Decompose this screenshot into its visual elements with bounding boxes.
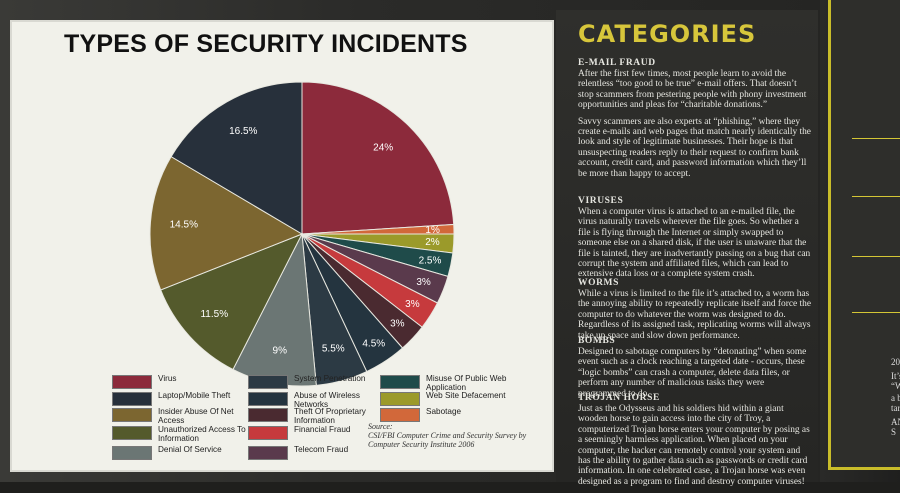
legend-swatch	[248, 375, 288, 389]
pie-slice-label: 14.5%	[170, 220, 198, 231]
adjacent-board-line	[852, 138, 900, 139]
chart-panel: TYPES OF SECURITY INCIDENTS 24% 1% 2% 2.5% 3…	[12, 22, 552, 470]
next-board-fragment: It’s	[891, 371, 900, 381]
pie-slice-label: 1%	[425, 225, 440, 236]
legend-item: Virus	[112, 374, 252, 389]
legend-swatch	[112, 408, 152, 422]
legend-label: Insider Abuse Of Net Access	[158, 407, 234, 425]
chart-title: TYPES OF SECURITY INCIDENTS	[64, 30, 468, 58]
legend-label: Unauthorized Access To Information	[158, 425, 246, 443]
exhibit-board: TYPES OF SECURITY INCIDENTS 24% 1% 2% 2.5% 3…	[12, 0, 900, 487]
legend-swatch	[112, 426, 152, 440]
pie-slice-label: 16.5%	[229, 126, 257, 137]
legend-item: Telecom Fraud	[248, 445, 388, 460]
pie-slice-label: 3%	[390, 318, 405, 329]
pie-slice-laptop-mobile-theft	[170, 81, 303, 235]
legend-item: Insider Abuse Of Net Access	[112, 407, 252, 425]
section-viruses: VIRUSES When a computer virus is attache…	[578, 196, 813, 286]
source-note: Source: CSI/FBI Computer Crime and Secur…	[368, 422, 538, 449]
legend-item: System Penetration	[248, 374, 388, 389]
next-board-fragment: 20	[891, 357, 900, 367]
section-paragraph: Savvy scammers are also experts at “phis…	[578, 116, 811, 179]
pie-slice-label: 3%	[416, 277, 431, 288]
legend-label: Web Site Defacement	[426, 391, 506, 400]
legend-swatch	[248, 446, 288, 460]
adjacent-board-line	[852, 196, 900, 197]
legend-swatch	[380, 408, 420, 422]
legend-item: Abuse of Wireless Networks	[248, 391, 388, 409]
legend-label: Abuse of Wireless Networks	[294, 391, 360, 409]
pie-slice-label: 4.5%	[362, 338, 385, 349]
section-paragraph: After the first few times, most people l…	[578, 69, 807, 111]
legend-swatch	[248, 408, 288, 422]
legend-label: Financial Fraud	[294, 425, 351, 434]
legend-label: Misuse Of Public Web Application	[426, 374, 507, 392]
section-trojan-horse: TROJAN HORSE Just as the Odysseus and hi…	[578, 393, 813, 493]
legend-label: Sabotage	[426, 407, 462, 416]
legend-item: Laptop/Mobile Theft	[112, 391, 252, 406]
adjacent-board-line	[852, 312, 900, 313]
chart-legend: Virus Laptop/Mobile Theft Insider Abuse Of…	[112, 374, 532, 466]
legend-label: Theft Of Proprietary Information	[294, 407, 366, 425]
section-heading: E-MAIL FRAUD	[578, 58, 656, 68]
section-paragraph: Designed to sabotage computers by “deton…	[578, 347, 807, 399]
pie-chart: 24%1%2%2.5%3%3%3%4.5%5.5%9%11.5%14.5%16.…	[149, 81, 455, 387]
section-heading: TROJAN HORSE	[578, 393, 660, 403]
legend-label: Telecom Fraud	[294, 445, 349, 454]
legend-item: Sabotage	[380, 407, 520, 422]
pie-slice-virus	[301, 81, 455, 235]
legend-label: System Penetration	[294, 374, 366, 383]
pie-slice-label: 2.5%	[419, 256, 442, 267]
legend-item: Web Site Defacement	[380, 391, 520, 406]
section-email-fraud: E-MAIL FRAUD After the first few times, …	[578, 58, 813, 185]
legend-label: Virus	[158, 374, 177, 383]
section-paragraph: Just as the Odysseus and his soldiers hi…	[578, 404, 810, 487]
section-paragraph: When a computer virus is attached to an …	[578, 207, 811, 280]
next-board-fragment: AND S	[891, 417, 900, 437]
pie-slice-unauthorized-access-to-information	[160, 233, 304, 371]
legend-swatch	[112, 446, 152, 460]
next-board-fragment: “W	[891, 381, 900, 391]
legend-swatch	[248, 392, 288, 406]
pie-slice-insider-abuse-of-net-access	[149, 155, 304, 291]
next-board-fragment: a b	[891, 393, 900, 403]
section-worms: WORMS While a virus is limited to the fi…	[578, 278, 813, 347]
legend-swatch	[112, 375, 152, 389]
legend-swatch	[380, 375, 420, 389]
pie-slice-label: 11.5%	[200, 309, 228, 320]
pie-slice-label: 3%	[405, 299, 420, 310]
pie-slice-label: 24%	[373, 143, 393, 154]
legend-label: Laptop/Mobile Theft	[158, 391, 231, 400]
categories-panel: CATEGORIES E-MAIL FRAUD After the first …	[556, 10, 818, 487]
legend-item: Misuse Of Public Web Application	[380, 374, 520, 392]
legend-swatch	[112, 392, 152, 406]
section-heading: BOMBS	[578, 336, 616, 346]
source-text: CSI/FBI Computer Crime and Security Surv…	[368, 431, 527, 449]
adjacent-board-line	[852, 256, 900, 257]
categories-title: CATEGORIES	[578, 20, 757, 48]
section-heading: WORMS	[578, 278, 619, 288]
pie-slice-label: 5.5%	[322, 343, 345, 354]
section-bombs: BOMBS Designed to sabotage computers by …	[578, 336, 813, 405]
legend-swatch	[248, 426, 288, 440]
next-board-fragment: targe	[891, 403, 900, 413]
legend-item: Unauthorized Access To Information	[112, 425, 252, 443]
adjacent-board: 20 It’s “W a b targe AND S	[828, 0, 900, 470]
section-paragraph: While a virus is limited to the file it’…	[578, 289, 811, 341]
section-heading: VIRUSES	[578, 196, 624, 206]
source-label: Source:	[368, 422, 393, 431]
legend-swatch	[380, 392, 420, 406]
legend-item: Financial Fraud	[248, 425, 388, 440]
legend-label: Denial Of Service	[158, 445, 222, 454]
legend-item: Denial Of Service	[112, 445, 252, 460]
legend-item: Theft Of Proprietary Information	[248, 407, 388, 425]
pie-slice-label: 9%	[273, 345, 288, 356]
pie-slice-label: 2%	[425, 237, 440, 248]
